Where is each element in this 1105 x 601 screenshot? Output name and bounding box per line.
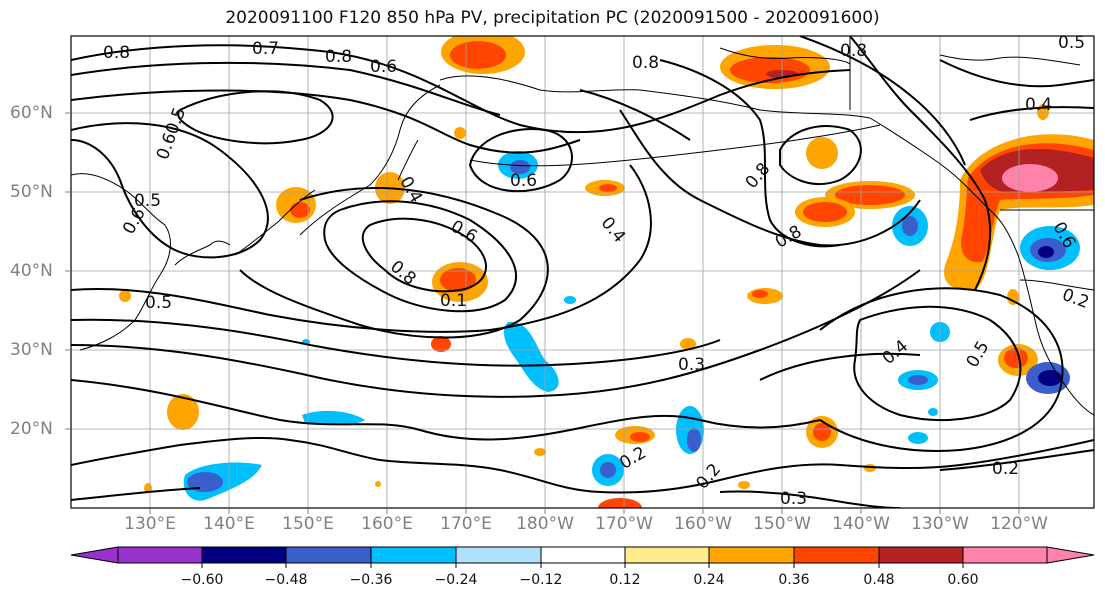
contour-label: 0.8 [103, 43, 130, 63]
colorbar-tick-label: −0.48 [264, 572, 308, 588]
map-border [70, 35, 1095, 509]
lon-label: 130°E [124, 514, 176, 534]
contour-label: 0.5 [1058, 33, 1085, 53]
colorbar-tick-label: −0.60 [180, 572, 224, 588]
contour-label: 0.3 [780, 489, 807, 509]
lon-label: 150°W [753, 514, 811, 534]
colorbar-tick-label: 0.36 [778, 572, 810, 588]
colorbar-cell [624, 546, 710, 564]
lon-label: 170°E [440, 514, 492, 534]
colorbar-tick-label: −0.12 [519, 572, 563, 588]
contour-label: 0.6 [370, 57, 397, 77]
contour-label: 0.6 [510, 171, 537, 191]
lon-label: 140°E [203, 514, 255, 534]
lon-label: 180°W [516, 514, 574, 534]
colorbar [70, 546, 1095, 564]
contour-label: 0.8 [632, 53, 659, 73]
contour-label: 0.8 [840, 41, 867, 61]
lon-label: 150°E [282, 514, 334, 534]
colorbar-cell [878, 546, 964, 564]
contour-label: 0.4 [1025, 95, 1052, 115]
lat-label: 50°N [10, 182, 53, 202]
pv-contours [71, 36, 1094, 508]
colorbar-cell [201, 546, 287, 564]
colorbar-cell [117, 546, 203, 564]
contour-label: 0.3 [678, 355, 705, 375]
contour-label: 0.2 [992, 459, 1019, 479]
contour-label: 0.7 [252, 39, 279, 59]
lat-label: 20°N [10, 419, 53, 439]
axis-ticks [65, 112, 1020, 514]
contour-label: 0.5 [145, 293, 172, 313]
lon-label: 120°W [990, 514, 1048, 534]
lon-label: 160°W [674, 514, 732, 534]
colorbar-tick-label: −0.24 [434, 572, 478, 588]
colorbar-extend-high [1046, 546, 1095, 564]
colorbar-cell [793, 546, 880, 564]
colorbar-tick-label: 0.60 [947, 572, 979, 588]
coastlines [71, 36, 1094, 416]
colorbar-tick-label: 0.12 [609, 572, 641, 588]
contour-label: 0.8 [325, 47, 352, 67]
colorbar-cell [962, 546, 1048, 564]
lon-label: 160°E [361, 514, 413, 534]
colorbar-cell [455, 546, 542, 564]
lon-label: 140°W [832, 514, 890, 534]
lon-label: 170°W [595, 514, 653, 534]
lon-label: 130°W [911, 514, 969, 534]
lat-label: 40°N [10, 261, 53, 281]
colorbar-cell [540, 546, 626, 564]
graticule [71, 36, 1094, 508]
contour-label: 0.1 [440, 291, 467, 311]
lat-label: 60°N [10, 103, 53, 123]
colorbar-cell [370, 546, 457, 564]
lat-label: 30°N [10, 340, 53, 360]
map-title: 2020091100 F120 850 hPa PV, precipitatio… [225, 8, 880, 28]
colorbar-extend-low [70, 546, 119, 564]
map-area [71, 36, 1094, 508]
colorbar-ticks [201, 563, 964, 568]
colorbar-cell [285, 546, 372, 564]
contour-label: 0.5 [134, 191, 161, 211]
colorbar-tick-label: 0.24 [693, 572, 725, 588]
colorbar-tick-label: −0.36 [349, 572, 393, 588]
colorbar-tick-label: 0.48 [863, 572, 895, 588]
colorbar-cell [708, 546, 795, 564]
